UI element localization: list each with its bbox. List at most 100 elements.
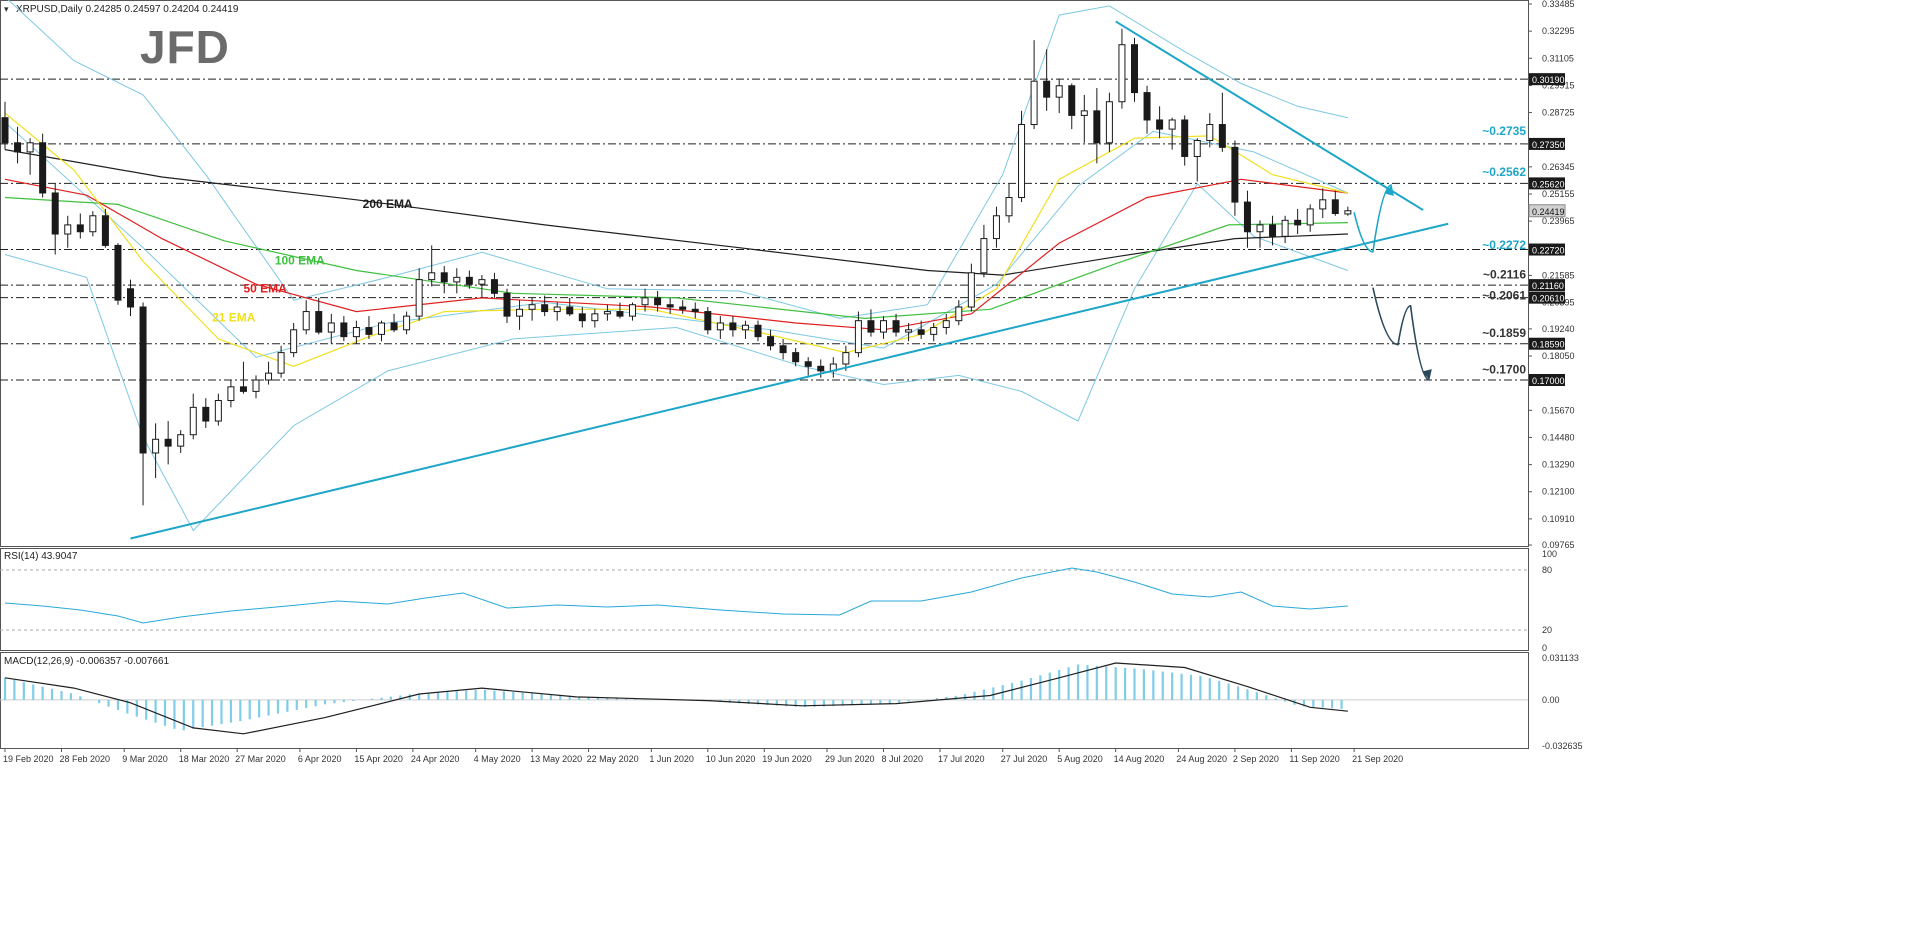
- candle-17: [214, 393, 222, 426]
- candle-105: [1319, 188, 1327, 219]
- candle-50: [629, 302, 636, 321]
- x-tick-label-7: 24 Apr 2020: [411, 754, 460, 764]
- rsi-panel-frame: [0, 548, 1529, 651]
- candle-body: [290, 329, 298, 354]
- candle-103: [1294, 208, 1302, 235]
- candle-body: [64, 224, 72, 235]
- bearish-path-arrowhead-icon: [1422, 369, 1432, 380]
- candle-75: [942, 313, 950, 335]
- y-tick-label-15: 0.12100: [1542, 487, 1575, 497]
- candle-94: [1181, 115, 1189, 166]
- bollinger-lower-band: [4, 183, 1349, 532]
- candle-body: [164, 438, 172, 447]
- candle-85: [1068, 83, 1076, 130]
- candle-body: [403, 315, 411, 331]
- level-price-box-0: [1529, 73, 1565, 86]
- y-tick-label-7: 0.23965: [1542, 216, 1575, 226]
- x-tick-label-20: 24 Aug 2020: [1176, 754, 1227, 764]
- symbol-caret-icon[interactable]: ▾: [4, 4, 9, 14]
- candle-body: [378, 322, 385, 335]
- candle-body: [842, 352, 850, 365]
- candle-body: [252, 379, 260, 392]
- candle-body: [716, 322, 724, 331]
- candle-body: [980, 238, 988, 274]
- candle-body: [767, 336, 775, 347]
- candle-body: [1206, 124, 1214, 142]
- candle-33: [415, 268, 423, 321]
- candle-body: [202, 406, 210, 422]
- candle-body: [905, 329, 913, 333]
- level-price-text-5: 0.20610: [1532, 294, 1565, 304]
- candle-body: [239, 386, 247, 392]
- candle-57: [716, 316, 724, 339]
- candle-1: [14, 126, 22, 164]
- candle-28: [352, 320, 360, 344]
- candle-23: [290, 322, 298, 358]
- candle-42: [528, 297, 536, 321]
- candle-83: [1043, 49, 1051, 111]
- candle-body: [277, 352, 285, 374]
- y-tick-label-4: 0.28725: [1542, 108, 1575, 118]
- candle-48: [603, 304, 611, 321]
- candle-97: [1218, 92, 1226, 152]
- y-tick-label-13: 0.14480: [1542, 432, 1575, 442]
- candle-89: [1118, 28, 1126, 109]
- candle-body: [39, 142, 47, 194]
- candle-body: [942, 320, 950, 329]
- candle-body: [1193, 140, 1201, 157]
- candle-body: [503, 292, 511, 317]
- candle-15: [189, 393, 197, 440]
- candle-body: [541, 304, 549, 313]
- level-price-box-3: [1529, 243, 1565, 256]
- candle-32: [403, 311, 411, 335]
- candle-2: [26, 138, 34, 175]
- candle-30: [378, 320, 385, 342]
- candle-19: [239, 361, 247, 394]
- candle-4: [51, 183, 59, 255]
- current-price-box: [1528, 204, 1566, 218]
- candle-body: [440, 272, 448, 283]
- macd-tick-label-2: -0.032635: [1542, 741, 1583, 751]
- candle-8: [101, 208, 109, 248]
- candle-43: [541, 295, 549, 317]
- candle-59: [741, 320, 749, 339]
- candle-body: [390, 322, 398, 331]
- level-price-box-1: [1529, 137, 1565, 150]
- candle-body: [754, 324, 762, 338]
- level-price-box-7: [1529, 373, 1565, 386]
- level-price-box-6: [1529, 337, 1565, 350]
- candle-body: [340, 322, 348, 338]
- candle-13: [164, 421, 172, 465]
- candle-body: [553, 306, 561, 313]
- x-tick-label-0: 19 Feb 2020: [3, 754, 54, 764]
- rsi-tick-label-3: 0: [1542, 643, 1547, 653]
- candle-86: [1080, 94, 1088, 143]
- x-tick-label-11: 1 Jun 2020: [649, 754, 694, 764]
- indicator-label-0: 200 EMA: [363, 197, 413, 211]
- candle-52: [654, 291, 662, 312]
- y-tick-label-1: 0.32295: [1542, 26, 1575, 36]
- candle-body: [1256, 224, 1264, 233]
- level-price-text-2: 0.25620: [1532, 179, 1565, 189]
- x-tick-label-22: 11 Sep 2020: [1289, 754, 1339, 764]
- candle-body: [992, 215, 1000, 240]
- candle-93: [1168, 117, 1176, 150]
- candle-body: [1105, 101, 1113, 144]
- candle-body: [779, 345, 787, 354]
- candle-61: [767, 329, 775, 351]
- candle-76: [955, 300, 963, 326]
- indicator-label-1: 100 EMA: [275, 253, 325, 267]
- x-tick-label-16: 17 Jul 2020: [938, 754, 985, 764]
- x-tick-label-9: 13 May 2020: [530, 754, 582, 764]
- candle-90: [1131, 37, 1138, 102]
- candle-72: [905, 322, 913, 342]
- candle-29: [365, 316, 373, 339]
- candle-body: [1055, 85, 1063, 98]
- candle-11: [139, 302, 147, 506]
- ema-200-line: [4, 149, 1348, 276]
- candle-39: [490, 272, 498, 298]
- candle-body: [1143, 92, 1151, 121]
- candle-body: [14, 142, 22, 153]
- candle-body: [76, 224, 84, 233]
